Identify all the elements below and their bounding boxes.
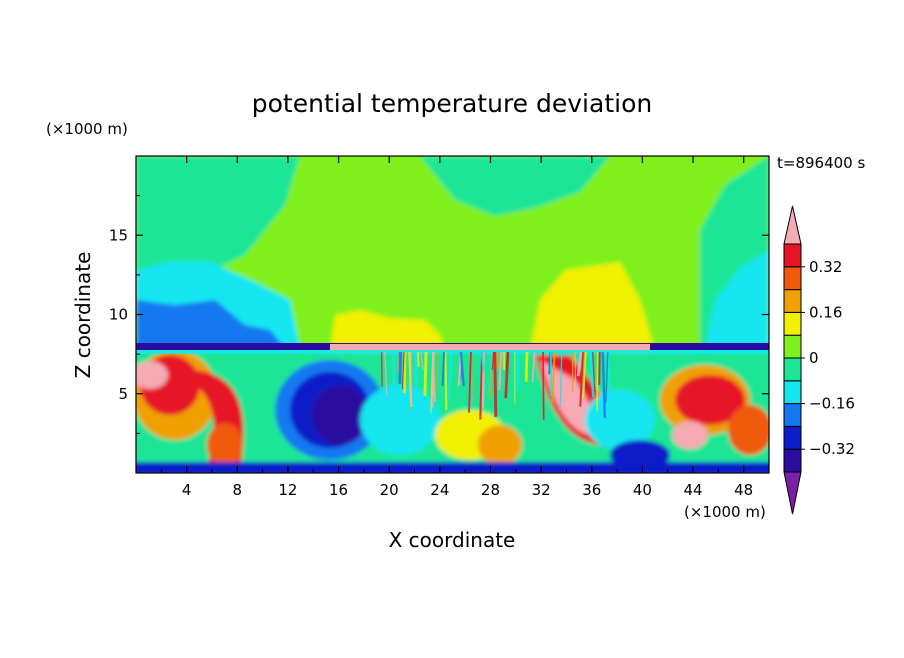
wave-streak bbox=[517, 352, 518, 391]
x-tick-label: 24 bbox=[430, 481, 449, 499]
wave-streak bbox=[425, 352, 426, 396]
colorbar-label: −0.16 bbox=[809, 395, 855, 413]
heatmap-blobs bbox=[130, 150, 775, 480]
x-tick-label: 4 bbox=[182, 481, 192, 499]
y-unit-label: (×1000 m) bbox=[46, 120, 128, 138]
colorbar-label: 0 bbox=[809, 349, 819, 367]
wave-streak bbox=[526, 352, 527, 382]
colorbar-swatch bbox=[784, 244, 801, 267]
wave-streak bbox=[418, 352, 419, 367]
x-tick-label: 32 bbox=[532, 481, 551, 499]
colorbar-swatch bbox=[784, 426, 801, 449]
wave-streak bbox=[597, 352, 598, 411]
x-tick-label: 28 bbox=[481, 481, 500, 499]
inversion-warm-segment bbox=[330, 344, 650, 350]
x-tick-label: 16 bbox=[329, 481, 348, 499]
colorbar-swatch bbox=[784, 449, 801, 472]
x-tick-label: 20 bbox=[380, 481, 399, 499]
x-tick-label: 40 bbox=[633, 481, 652, 499]
colorbar-label: −0.32 bbox=[809, 440, 855, 458]
wave-streak bbox=[495, 352, 496, 417]
heatmap-field bbox=[130, 150, 775, 480]
colorbar: 0.32 0.16 0 −0.16 −0.32 bbox=[784, 206, 855, 514]
wave-streak bbox=[411, 352, 412, 407]
wave-streak bbox=[416, 352, 417, 406]
wave-streak bbox=[445, 352, 446, 410]
colorbar-swatch bbox=[784, 404, 801, 427]
inversion-underlayer bbox=[136, 350, 769, 354]
colorbar-swatch bbox=[784, 381, 801, 404]
colorbar-label: 0.16 bbox=[809, 303, 842, 321]
x-tick-label: 8 bbox=[233, 481, 243, 499]
y-tick-label: 5 bbox=[118, 385, 128, 403]
y-tick-label: 10 bbox=[109, 306, 128, 324]
wave-streak bbox=[498, 352, 499, 369]
time-label: t=896400 s bbox=[777, 154, 865, 172]
colorbar-swatch bbox=[784, 358, 801, 381]
chart-title: potential temperature deviation bbox=[252, 89, 652, 118]
x-tick-label: 12 bbox=[278, 481, 297, 499]
x-tick-label: 36 bbox=[582, 481, 601, 499]
wave-streak bbox=[405, 352, 406, 393]
colorbar-swatch bbox=[784, 335, 801, 358]
colorbar-label: 0.32 bbox=[809, 258, 842, 276]
wave-streak bbox=[543, 352, 544, 420]
y-tick-label: 15 bbox=[109, 226, 128, 244]
colorbar-bottom-arrow bbox=[784, 472, 801, 514]
y-axis-label: Z coordinate bbox=[71, 252, 95, 379]
x-unit-label: (×1000 m) bbox=[684, 503, 766, 521]
x-axis-label: X coordinate bbox=[389, 528, 516, 552]
x-tick-label: 48 bbox=[734, 481, 753, 499]
colorbar-swatch bbox=[784, 312, 801, 335]
colorbar-swatch bbox=[784, 290, 801, 313]
x-tick-label: 44 bbox=[683, 481, 702, 499]
colorbar-top-arrow bbox=[784, 206, 801, 244]
wave-streak bbox=[382, 352, 383, 387]
colorbar-swatch bbox=[784, 267, 801, 290]
